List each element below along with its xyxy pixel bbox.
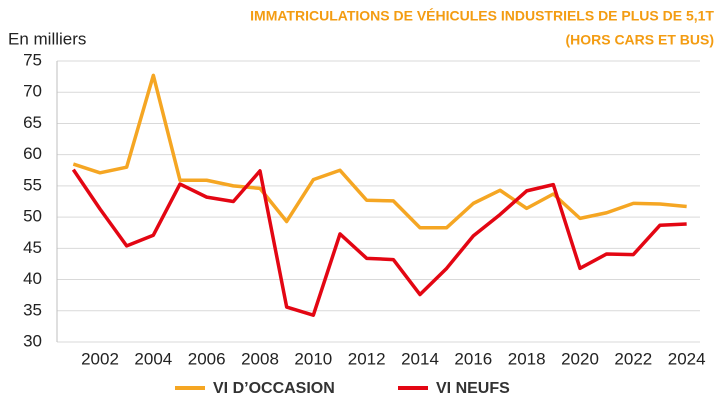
- legend-label: VI D’OCCASION: [213, 380, 335, 397]
- x-tick-label: 2010: [294, 349, 332, 368]
- y-tick-label: 45: [23, 238, 42, 257]
- x-tick-label: 2020: [561, 349, 599, 368]
- x-tick-label: 2016: [454, 349, 492, 368]
- x-tick-label: 2024: [668, 349, 706, 368]
- x-tick-label: 2006: [188, 349, 226, 368]
- y-tick-label: 35: [23, 300, 42, 319]
- y-tick-label: 65: [23, 113, 42, 132]
- y-tick-label: 70: [23, 82, 42, 101]
- y-tick-label: 55: [23, 175, 42, 194]
- series-line: [72, 73, 687, 230]
- y-tick-label: 40: [23, 269, 42, 288]
- x-tick-label: 2022: [614, 349, 652, 368]
- y-tick-label: 75: [23, 50, 42, 69]
- x-tick-label: 2002: [81, 349, 119, 368]
- legend-label: VI NEUFS: [436, 380, 510, 397]
- x-tick-label: 2018: [508, 349, 546, 368]
- y-axis-label: En milliers: [8, 29, 86, 48]
- chart-title: (HORS CARS ET BUS): [565, 32, 714, 48]
- x-tick-label: 2004: [134, 349, 172, 368]
- series-line: [71, 168, 687, 317]
- x-tick-label: 2008: [241, 349, 279, 368]
- x-tick-label: 2014: [401, 349, 439, 368]
- x-tick-label: 2012: [348, 349, 386, 368]
- y-tick-label: 30: [23, 331, 42, 350]
- y-tick-label: 60: [23, 144, 42, 163]
- y-tick-label: 50: [23, 207, 42, 226]
- chart-title: IMMATRICULATIONS DE VÉHICULES INDUSTRIEL…: [250, 8, 714, 24]
